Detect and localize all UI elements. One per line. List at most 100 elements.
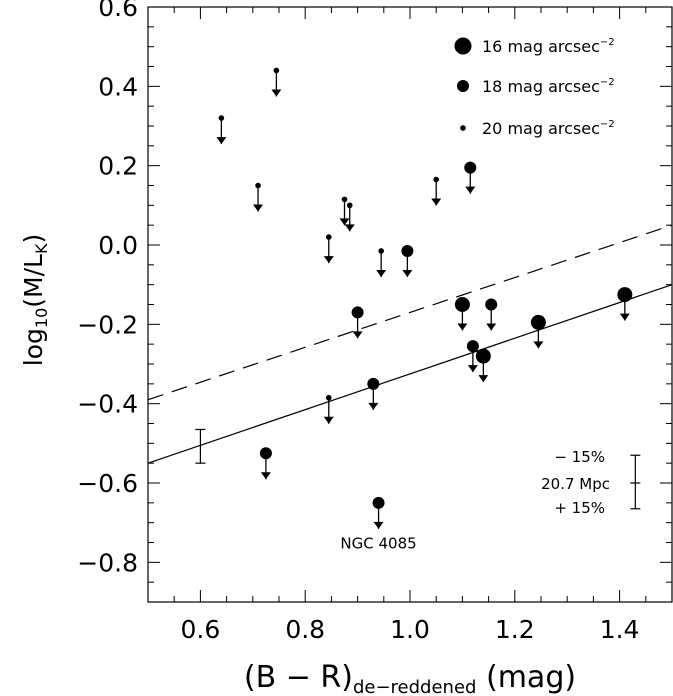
data-points bbox=[216, 67, 633, 529]
point-marker bbox=[617, 287, 633, 303]
down-arrow-icon bbox=[323, 256, 334, 264]
down-arrow-icon bbox=[486, 323, 497, 331]
legend-marker bbox=[460, 125, 466, 131]
x-tick-label: 1.0 bbox=[390, 615, 430, 644]
y-tick-label: −0.2 bbox=[77, 310, 138, 339]
data-point bbox=[216, 115, 227, 145]
data-point bbox=[530, 314, 546, 349]
plus-15-label: + 15% bbox=[554, 499, 605, 517]
y-tick-label: −0.8 bbox=[77, 548, 138, 577]
data-point bbox=[259, 447, 272, 480]
down-arrow-icon bbox=[352, 331, 363, 339]
y-tick-label: 0.6 bbox=[98, 0, 138, 22]
y-axis-label: log10(M/LK) bbox=[19, 234, 51, 366]
down-arrow-icon bbox=[216, 137, 227, 145]
down-arrow-icon bbox=[376, 269, 387, 277]
down-arrow-icon bbox=[478, 375, 489, 383]
down-arrow-icon bbox=[253, 204, 264, 212]
point-marker bbox=[485, 298, 498, 311]
y-tick-labels: 0.6 0.4 0.2 0.0 −0.2 −0.4 −0.6 −0.8 bbox=[77, 0, 138, 577]
legend-entry: 20 mag arcsec−2 bbox=[460, 119, 615, 138]
data-point bbox=[372, 496, 385, 529]
point-marker bbox=[475, 348, 491, 364]
point-marker bbox=[433, 176, 440, 183]
legend-label: 16 mag arcsec−2 bbox=[482, 37, 615, 56]
data-point bbox=[401, 244, 414, 277]
data-point bbox=[454, 297, 470, 331]
data-point bbox=[253, 182, 264, 212]
y-tick-label: 0.4 bbox=[98, 72, 138, 101]
point-marker bbox=[401, 244, 414, 257]
axis-ticks bbox=[147, 6, 673, 603]
y-tick-label: 0.0 bbox=[98, 231, 138, 260]
legend-entry: 16 mag arcsec−2 bbox=[454, 37, 615, 56]
minus-15-label: − 15% bbox=[554, 448, 605, 466]
data-point bbox=[367, 377, 380, 410]
data-point bbox=[466, 340, 479, 373]
fit-lines bbox=[147, 224, 673, 464]
point-marker bbox=[454, 297, 470, 312]
x-axis-label: (B − R)de−reddened (mag) bbox=[244, 660, 576, 696]
data-point bbox=[339, 196, 350, 226]
dashed-fit-line bbox=[147, 224, 673, 401]
data-point bbox=[376, 248, 387, 277]
down-arrow-icon bbox=[467, 365, 478, 373]
down-arrow-icon bbox=[368, 402, 379, 410]
down-arrow-icon bbox=[457, 323, 468, 331]
data-point bbox=[617, 287, 633, 321]
point-marker bbox=[530, 314, 546, 330]
data-point bbox=[351, 306, 364, 339]
point-marker bbox=[372, 496, 385, 509]
point-marker bbox=[367, 377, 380, 390]
data-point bbox=[271, 67, 282, 97]
x-tick-label: 1.4 bbox=[600, 615, 640, 644]
down-arrow-icon bbox=[402, 269, 413, 277]
data-point bbox=[431, 176, 442, 206]
down-arrow-icon bbox=[619, 313, 630, 321]
down-arrow-icon bbox=[260, 472, 271, 480]
y-tick-label: 0.2 bbox=[98, 152, 138, 181]
legend: 16 mag arcsec−2 18 mag arcsec−2 20 mag arc… bbox=[454, 37, 615, 138]
down-arrow-icon bbox=[373, 521, 384, 529]
legend-marker bbox=[454, 37, 472, 55]
data-point bbox=[323, 234, 334, 264]
point-marker bbox=[255, 182, 261, 189]
legend-marker bbox=[457, 80, 469, 92]
distance-label: 20.7 Mpc bbox=[541, 475, 610, 493]
data-point bbox=[464, 161, 477, 194]
point-marker bbox=[259, 447, 272, 460]
y-tick-label: −0.6 bbox=[77, 469, 138, 498]
down-arrow-icon bbox=[344, 224, 355, 232]
x-tick-label: 0.6 bbox=[181, 615, 221, 644]
point-marker bbox=[325, 394, 332, 401]
data-point bbox=[323, 394, 334, 424]
annotations: − 15% 20.7 Mpc + 15% NGC 4085 bbox=[195, 428, 641, 552]
point-marker bbox=[466, 340, 479, 353]
ngc-4085-label: NGC 4085 bbox=[340, 534, 416, 552]
x-tick-labels: 0.6 0.8 1.0 1.2 1.4 bbox=[181, 615, 640, 644]
data-point bbox=[344, 202, 355, 232]
point-marker bbox=[346, 202, 353, 209]
y-tick-label: −0.4 bbox=[77, 390, 138, 419]
point-marker bbox=[325, 234, 332, 240]
point-marker bbox=[273, 67, 280, 74]
point-marker bbox=[351, 306, 364, 319]
data-point bbox=[485, 298, 498, 331]
point-marker bbox=[341, 196, 348, 203]
x-tick-label: 0.8 bbox=[285, 615, 325, 644]
point-marker bbox=[378, 248, 384, 254]
legend-entry: 18 mag arcsec−2 bbox=[457, 77, 615, 96]
down-arrow-icon bbox=[323, 416, 334, 424]
data-point bbox=[475, 348, 491, 383]
down-arrow-icon bbox=[339, 218, 350, 226]
x-tick-label: 1.2 bbox=[495, 615, 535, 644]
legend-label: 18 mag arcsec−2 bbox=[482, 77, 615, 96]
down-arrow-icon bbox=[271, 89, 282, 97]
point-marker bbox=[218, 115, 225, 121]
down-arrow-icon bbox=[465, 186, 476, 194]
solid-fit-line bbox=[147, 284, 673, 464]
point-marker bbox=[464, 161, 477, 174]
down-arrow-icon bbox=[431, 198, 442, 206]
legend-label: 20 mag arcsec−2 bbox=[482, 119, 615, 138]
